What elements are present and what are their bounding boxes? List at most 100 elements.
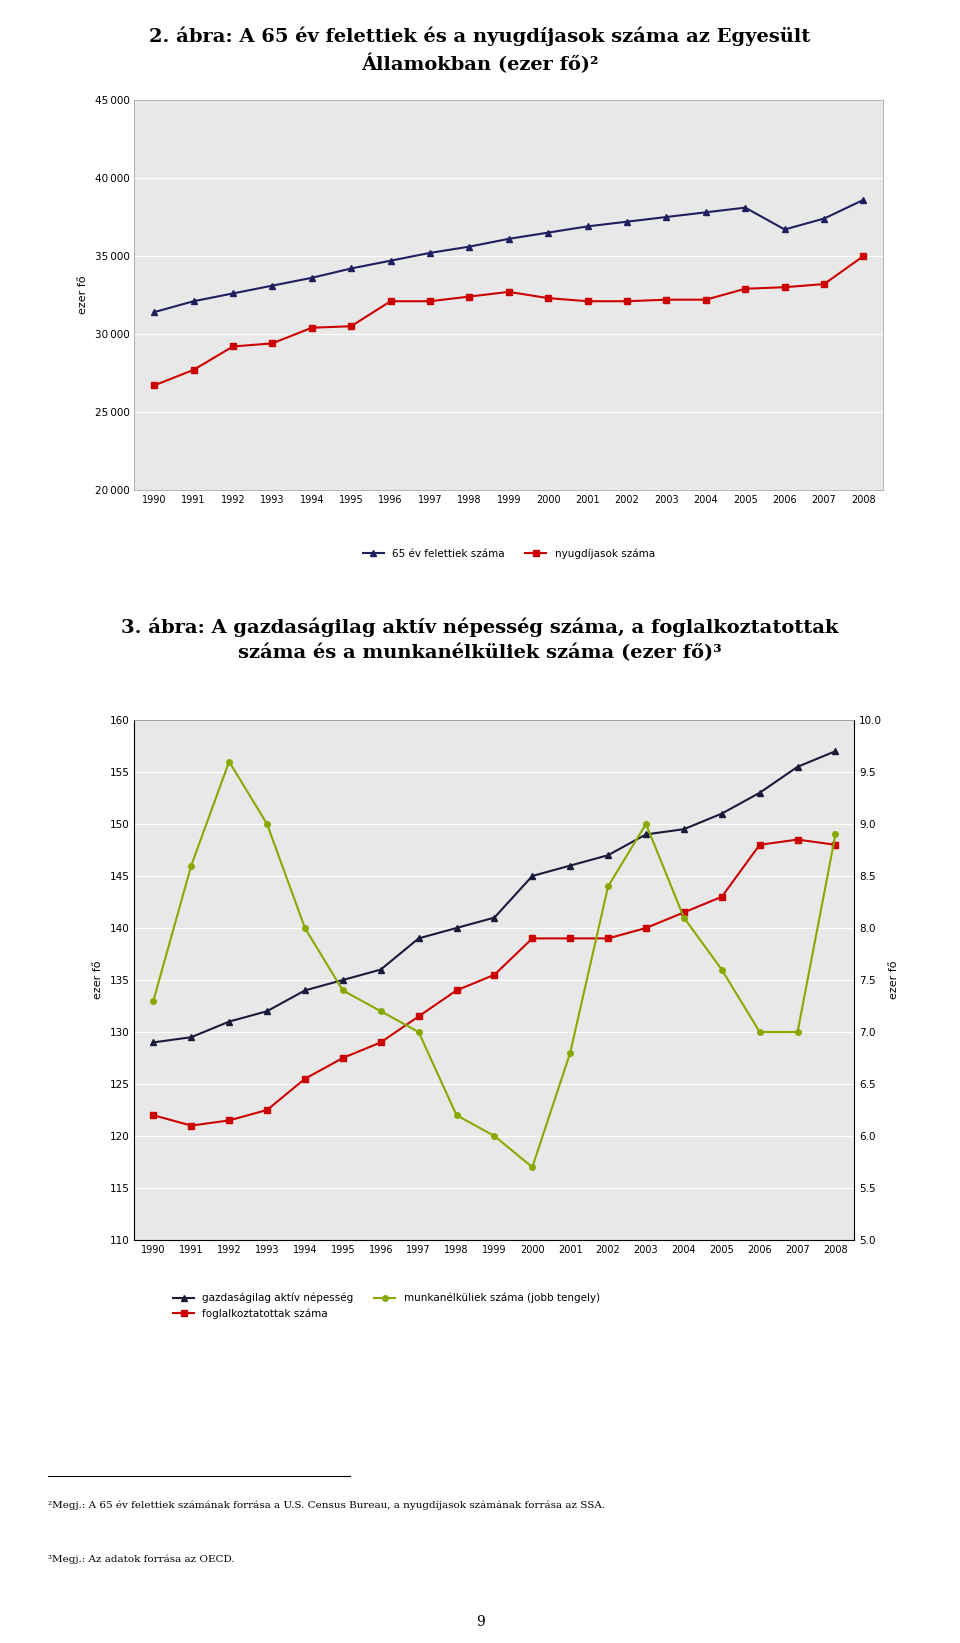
gazdaságilag aktív népesség [451, 918, 463, 938]
65 év felettiek száma [424, 243, 436, 263]
nyugdíjasok száma [149, 376, 160, 396]
65 év felettiek száma [582, 217, 593, 237]
Y-axis label: ezer fő: ezer fő [93, 961, 103, 999]
65 év felettiek száma [503, 228, 515, 248]
foglalkoztatottak száma [489, 964, 500, 984]
nyugdíjasok száma [739, 279, 751, 299]
nyugdíjasok száma [267, 334, 278, 353]
foglalkoztatottak száma [716, 887, 728, 907]
gazdaságilag aktív népesség [716, 803, 728, 823]
munkanélküliek száma (jobb tengely) [526, 1157, 538, 1176]
foglalkoztatottak száma [224, 1111, 235, 1130]
munkanélküliek száma (jobb tengely) [489, 1125, 500, 1145]
nyugdíjasok száma [818, 274, 829, 294]
gazdaságilag aktív népesség [300, 981, 311, 1001]
Legend: gazdaságilag aktív népesség, foglalkoztatottak száma, munkanélküliek száma (jobb: gazdaságilag aktív népesség, foglalkozta… [169, 1288, 604, 1323]
foglalkoztatottak száma [526, 928, 538, 948]
Text: ²Megj.: A 65 év felettiek számának forrása a U.S. Census Bureau, a nyugdíjasok s: ²Megj.: A 65 év felettiek számának forrá… [48, 1500, 605, 1510]
gazdaságilag aktív népesség [602, 846, 613, 866]
nyugdíjasok száma [582, 291, 593, 311]
65 év felettiek száma [779, 220, 790, 240]
65 év felettiek száma [385, 251, 396, 271]
foglalkoztatottak száma [300, 1070, 311, 1089]
munkanélküliek száma (jobb tengely) [224, 752, 235, 772]
foglalkoztatottak száma [337, 1048, 348, 1068]
gazdaságilag aktív népesség [375, 960, 387, 979]
nyugdíjasok száma [346, 317, 357, 337]
foglalkoztatottak száma [413, 1007, 424, 1027]
foglalkoztatottak száma [602, 928, 613, 948]
Legend: 65 év felettiek száma, nyugdíjasok száma: 65 év felettiek száma, nyugdíjasok száma [359, 544, 659, 564]
Line: gazdaságilag aktív népesség: gazdaságilag aktív népesség [151, 749, 838, 1045]
65 év felettiek száma [267, 276, 278, 296]
nyugdíjasok száma [464, 286, 475, 306]
65 év felettiek száma [464, 237, 475, 256]
foglalkoztatottak száma [564, 928, 576, 948]
Y-axis label: ezer fő: ezer fő [889, 961, 900, 999]
gazdaságilag aktív népesség [489, 907, 500, 927]
munkanélküliek száma (jobb tengely) [640, 815, 652, 835]
munkanélküliek száma (jobb tengely) [754, 1022, 765, 1042]
gazdaságilag aktív népesség [185, 1027, 197, 1047]
munkanélküliek száma (jobb tengely) [261, 815, 273, 835]
65 év felettiek száma [660, 207, 672, 227]
65 év felettiek száma [149, 302, 160, 322]
nyugdíjasok száma [700, 289, 711, 309]
nyugdíjasok száma [188, 360, 200, 380]
nyugdíjasok száma [660, 289, 672, 309]
foglalkoztatottak száma [640, 918, 652, 938]
65 év felettiek száma [621, 212, 633, 232]
Text: 2. ábra: A 65 év felettiek és a nyugdíjasok száma az Egyesült
Államokban (ezer f: 2. ábra: A 65 év felettiek és a nyugdíja… [150, 26, 810, 74]
gazdaságilag aktív népesség [754, 784, 765, 803]
munkanélküliek száma (jobb tengely) [375, 1001, 387, 1020]
gazdaságilag aktív népesség [261, 1001, 273, 1020]
munkanélküliek száma (jobb tengely) [602, 877, 613, 897]
foglalkoztatottak száma [185, 1116, 197, 1135]
65 év felettiek száma [739, 197, 751, 217]
65 év felettiek száma [346, 258, 357, 278]
nyugdíjasok száma [503, 283, 515, 302]
gazdaságilag aktív népesség [413, 928, 424, 948]
nyugdíjasok száma [385, 291, 396, 311]
munkanélküliek száma (jobb tengely) [451, 1106, 463, 1125]
65 év felettiek száma [700, 202, 711, 222]
munkanélküliek száma (jobb tengely) [678, 907, 689, 927]
gazdaságilag aktív népesség [564, 856, 576, 876]
nyugdíjasok száma [621, 291, 633, 311]
gazdaságilag aktív népesség [526, 866, 538, 886]
gazdaságilag aktív népesség [829, 741, 841, 761]
munkanélküliek száma (jobb tengely) [413, 1022, 424, 1042]
munkanélküliek száma (jobb tengely) [300, 918, 311, 938]
Line: munkanélküliek száma (jobb tengely): munkanélküliek száma (jobb tengely) [151, 759, 838, 1170]
nyugdíjasok száma [779, 278, 790, 297]
gazdaságilag aktív népesség [148, 1032, 159, 1052]
Text: ³Megj.: Az adatok forrása az OECD.: ³Megj.: Az adatok forrása az OECD. [48, 1554, 234, 1564]
foglalkoztatottak száma [754, 835, 765, 854]
nyugdíjasok száma [306, 317, 318, 337]
nyugdíjasok száma [857, 246, 869, 266]
foglalkoztatottak száma [148, 1106, 159, 1125]
65 év felettiek száma [188, 291, 200, 311]
munkanélküliek száma (jobb tengely) [564, 1043, 576, 1063]
65 év felettiek száma [818, 209, 829, 228]
gazdaságilag aktív népesség [640, 825, 652, 845]
gazdaságilag aktív népesség [224, 1012, 235, 1032]
Line: foglalkoztatottak száma: foglalkoztatottak száma [151, 836, 838, 1129]
gazdaságilag aktív népesség [678, 820, 689, 840]
munkanélküliek száma (jobb tengely) [185, 856, 197, 876]
munkanélküliek száma (jobb tengely) [148, 991, 159, 1010]
65 év felettiek száma [306, 268, 318, 288]
munkanélküliek száma (jobb tengely) [829, 825, 841, 845]
foglalkoztatottak száma [792, 830, 804, 849]
munkanélküliek száma (jobb tengely) [792, 1022, 804, 1042]
foglalkoztatottak száma [829, 835, 841, 854]
Line: 65 év felettiek száma: 65 év felettiek száma [152, 197, 866, 315]
munkanélküliek száma (jobb tengely) [337, 981, 348, 1001]
nyugdíjasok száma [228, 337, 239, 357]
munkanélküliek száma (jobb tengely) [716, 960, 728, 979]
nyugdíjasok száma [542, 288, 554, 307]
Text: 3. ábra: A gazdaságilag aktív népesség száma, a foglalkoztatottak
száma és a mun: 3. ábra: A gazdaságilag aktív népesség s… [121, 618, 839, 662]
gazdaságilag aktív népesség [792, 757, 804, 777]
Y-axis label: ezer fő: ezer fő [78, 276, 87, 314]
65 év felettiek száma [228, 284, 239, 304]
